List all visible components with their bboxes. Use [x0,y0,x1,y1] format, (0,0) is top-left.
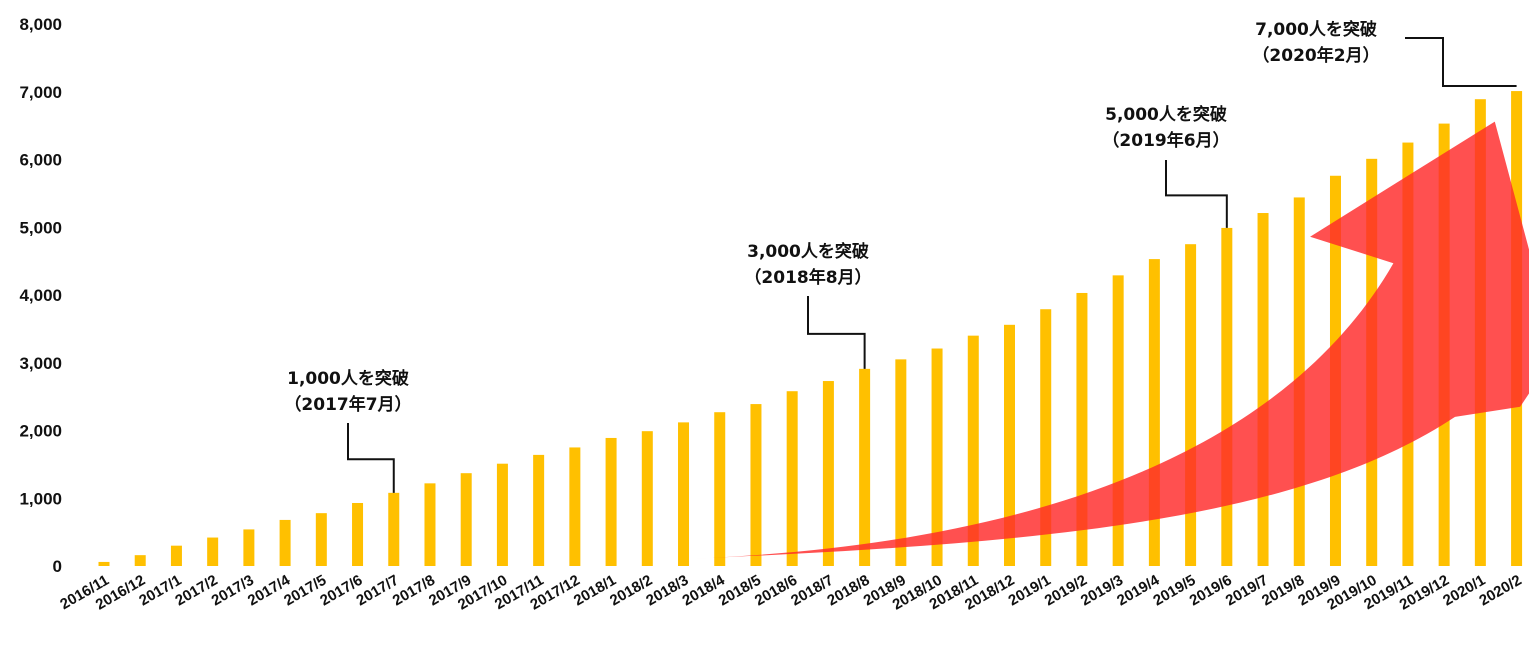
annotation-title: 1,000人を突破 [287,368,409,389]
milestone-annotation: 7,000人を突破 （2020年2月） [1252,19,1517,87]
y-axis: 0 1,000 2,000 3,000 4,000 5,000 6,000 7,000 8,00… [19,15,62,576]
bar [207,537,219,566]
bar [714,412,726,566]
bar [678,422,690,566]
bar [1148,259,1160,566]
bar [1185,244,1197,566]
bar [424,483,436,566]
bar [533,454,545,566]
annotation-date: （2019年6月） [1102,130,1229,151]
x-axis: 2016/112016/122017/12017/22017/32017/420… [57,571,1524,613]
annotation-date: （2020年2月） [1252,45,1379,66]
bar [750,404,762,566]
bar [895,359,907,566]
y-tick-label: 8,000 [19,15,62,34]
y-tick-label: 4,000 [19,286,62,305]
bars [98,91,1523,567]
bar [134,555,146,566]
annotation-title: 7,000人を突破 [1255,19,1377,40]
annotation-title: 3,000人を突破 [747,241,869,262]
bar [822,381,834,566]
bar [967,335,979,566]
annotation-date: （2018年8月） [744,267,871,288]
y-tick-label: 1,000 [19,489,62,508]
bar [98,561,110,566]
bar [1076,292,1088,566]
bar [460,473,472,566]
bar [243,529,255,566]
bar [859,368,871,566]
bar [569,447,581,566]
bar [170,545,182,566]
leader-line [807,296,866,369]
bar [388,492,400,566]
bar [605,437,617,566]
annotations: 1,000人を突破 （2017年7月） 3,000人を突破 （2018年8月） 5,00… [284,19,1517,493]
y-tick-label: 2,000 [19,422,62,441]
y-tick-label: 3,000 [19,354,62,373]
growth-arrow-icon [694,121,1529,559]
leader-line [1405,37,1517,87]
bar [352,502,364,566]
milestone-annotation: 1,000人を突破 （2017年7月） [284,368,412,493]
bar [1112,275,1124,566]
bar [931,348,943,566]
milestone-annotation: 5,000人を突破 （2019年6月） [1102,104,1230,228]
annotation-title: 5,000人を突破 [1105,104,1227,125]
bar [279,519,291,566]
y-tick-label: 0 [53,557,62,576]
x-tick-label: 2020/2 [1476,572,1524,610]
bar [1221,227,1233,567]
leader-line [347,423,395,493]
y-tick-label: 6,000 [19,151,62,170]
leader-line [1165,160,1228,228]
y-tick-label: 7,000 [19,83,62,102]
bar [315,513,327,566]
milestone-annotation: 3,000人を突破 （2018年8月） [744,241,872,369]
bar [786,391,798,566]
bar [1040,309,1052,566]
bar [1257,213,1269,566]
bar [496,463,508,566]
annotation-date: （2017年7月） [284,394,411,415]
y-tick-label: 5,000 [19,218,62,237]
bar [641,431,653,566]
bar [1004,324,1015,566]
